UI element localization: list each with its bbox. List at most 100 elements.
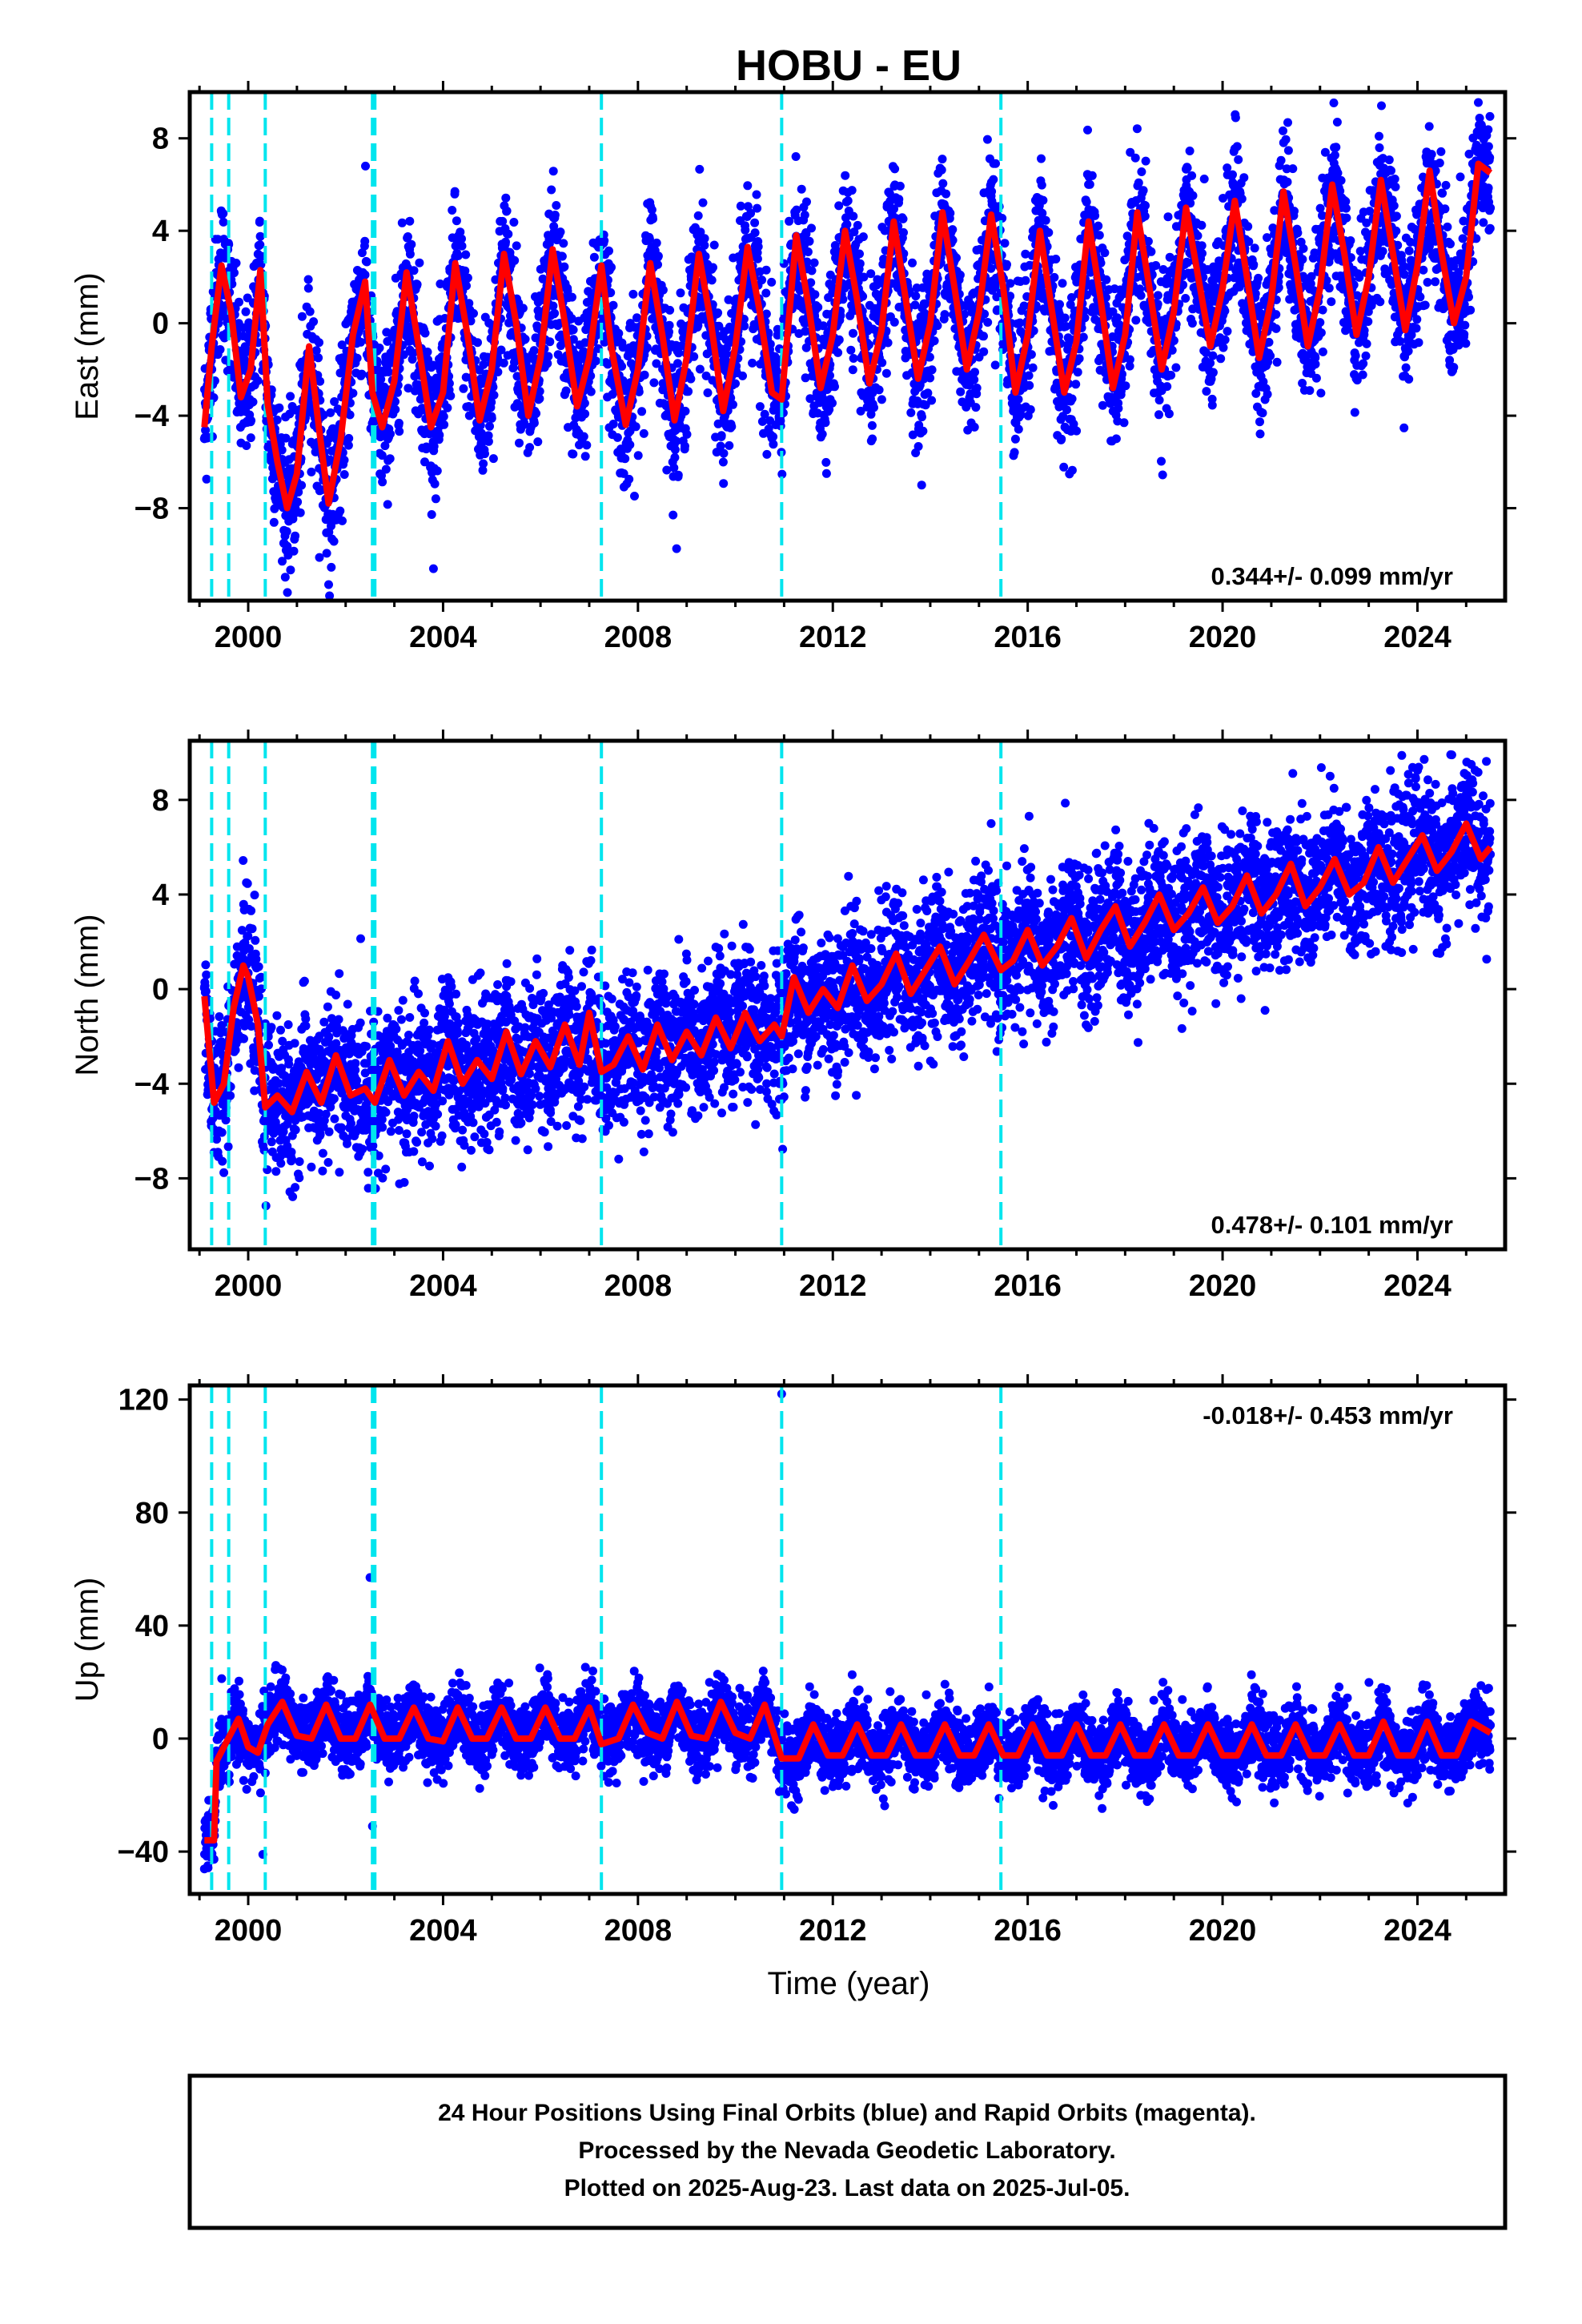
data-point bbox=[1272, 357, 1282, 367]
data-point bbox=[1199, 175, 1209, 183]
data-point bbox=[589, 252, 599, 262]
data-point bbox=[719, 479, 729, 489]
data-point bbox=[1111, 434, 1121, 444]
data-point bbox=[397, 218, 407, 227]
data-point bbox=[329, 537, 339, 546]
data-point bbox=[286, 392, 295, 401]
data-point bbox=[552, 201, 561, 210]
data-point bbox=[213, 235, 223, 244]
data-point bbox=[670, 445, 680, 454]
data-point bbox=[278, 557, 287, 566]
data-point bbox=[484, 436, 493, 446]
data-point bbox=[858, 232, 868, 242]
data-point bbox=[608, 389, 617, 399]
data-point bbox=[457, 234, 466, 243]
data-point bbox=[946, 208, 955, 218]
data-point bbox=[890, 164, 900, 174]
data-point bbox=[753, 254, 762, 263]
data-point bbox=[1207, 400, 1217, 410]
data-point bbox=[982, 135, 992, 144]
data-point bbox=[1185, 147, 1195, 155]
data-point bbox=[1058, 279, 1067, 288]
data-point bbox=[269, 517, 279, 527]
data-point bbox=[1067, 465, 1077, 475]
data-point bbox=[858, 292, 868, 301]
data-point bbox=[224, 239, 234, 249]
data-point bbox=[980, 309, 990, 319]
data-point bbox=[665, 305, 675, 315]
data-point bbox=[838, 295, 848, 304]
data-point bbox=[463, 273, 472, 283]
data-point bbox=[681, 441, 689, 451]
data-point bbox=[821, 468, 831, 478]
data-point bbox=[275, 403, 284, 412]
data-point bbox=[971, 403, 981, 412]
data-point bbox=[580, 338, 590, 348]
data-point bbox=[325, 591, 335, 601]
data-point bbox=[460, 266, 470, 275]
data-point bbox=[383, 500, 392, 509]
data-point bbox=[504, 318, 514, 328]
data-point bbox=[1102, 275, 1111, 284]
data-point bbox=[272, 415, 282, 424]
data-point bbox=[658, 285, 668, 295]
data-point bbox=[649, 378, 659, 388]
data-point bbox=[883, 338, 893, 348]
data-point bbox=[986, 263, 996, 273]
data-point bbox=[488, 454, 498, 464]
data-point bbox=[911, 292, 921, 301]
data-point bbox=[714, 321, 724, 331]
data-point bbox=[970, 368, 979, 377]
data-point bbox=[757, 275, 767, 285]
data-point bbox=[925, 352, 934, 362]
data-point bbox=[383, 368, 393, 376]
data-point bbox=[693, 211, 703, 220]
data-point bbox=[1082, 197, 1091, 207]
data-point bbox=[1125, 355, 1134, 364]
data-point bbox=[311, 346, 321, 356]
data-point bbox=[1283, 146, 1293, 155]
data-point bbox=[515, 438, 524, 448]
data-point bbox=[462, 281, 471, 291]
data-point bbox=[843, 196, 853, 206]
data-point bbox=[427, 510, 436, 519]
data-point bbox=[948, 225, 958, 235]
data-point bbox=[750, 218, 760, 227]
data-point bbox=[1231, 113, 1240, 123]
data-point bbox=[777, 469, 787, 479]
data-point bbox=[727, 422, 737, 432]
data-point bbox=[255, 240, 265, 250]
data-point bbox=[509, 218, 519, 227]
data-point bbox=[853, 220, 862, 230]
data-point bbox=[559, 239, 568, 248]
data-point bbox=[869, 403, 878, 412]
data-point bbox=[801, 373, 810, 383]
data-point bbox=[991, 159, 1000, 168]
data-point bbox=[1228, 170, 1237, 179]
data-point bbox=[522, 355, 532, 364]
data-point bbox=[543, 359, 552, 368]
data-point bbox=[849, 354, 858, 363]
data-point bbox=[1028, 363, 1038, 372]
data-point bbox=[930, 336, 939, 346]
data-point bbox=[1223, 327, 1232, 336]
data-point bbox=[1219, 343, 1228, 352]
data-point bbox=[307, 467, 316, 476]
data-point bbox=[428, 564, 438, 573]
data-point bbox=[1255, 429, 1265, 439]
data-point bbox=[314, 353, 323, 363]
data-point bbox=[806, 278, 816, 287]
data-point bbox=[348, 388, 358, 398]
data-point bbox=[1216, 354, 1226, 364]
data-point bbox=[533, 437, 543, 447]
data-point bbox=[1000, 239, 1010, 248]
data-point bbox=[377, 471, 386, 480]
data-point bbox=[337, 340, 347, 350]
data-point bbox=[247, 416, 256, 425]
data-point bbox=[713, 419, 723, 428]
east-panel: 2000 2004 2008 2012 2016 2020 2024840−4−8East … bbox=[70, 81, 1516, 654]
data-point bbox=[487, 397, 496, 407]
data-point bbox=[725, 440, 734, 450]
data-point bbox=[797, 184, 806, 194]
data-point bbox=[357, 248, 367, 258]
